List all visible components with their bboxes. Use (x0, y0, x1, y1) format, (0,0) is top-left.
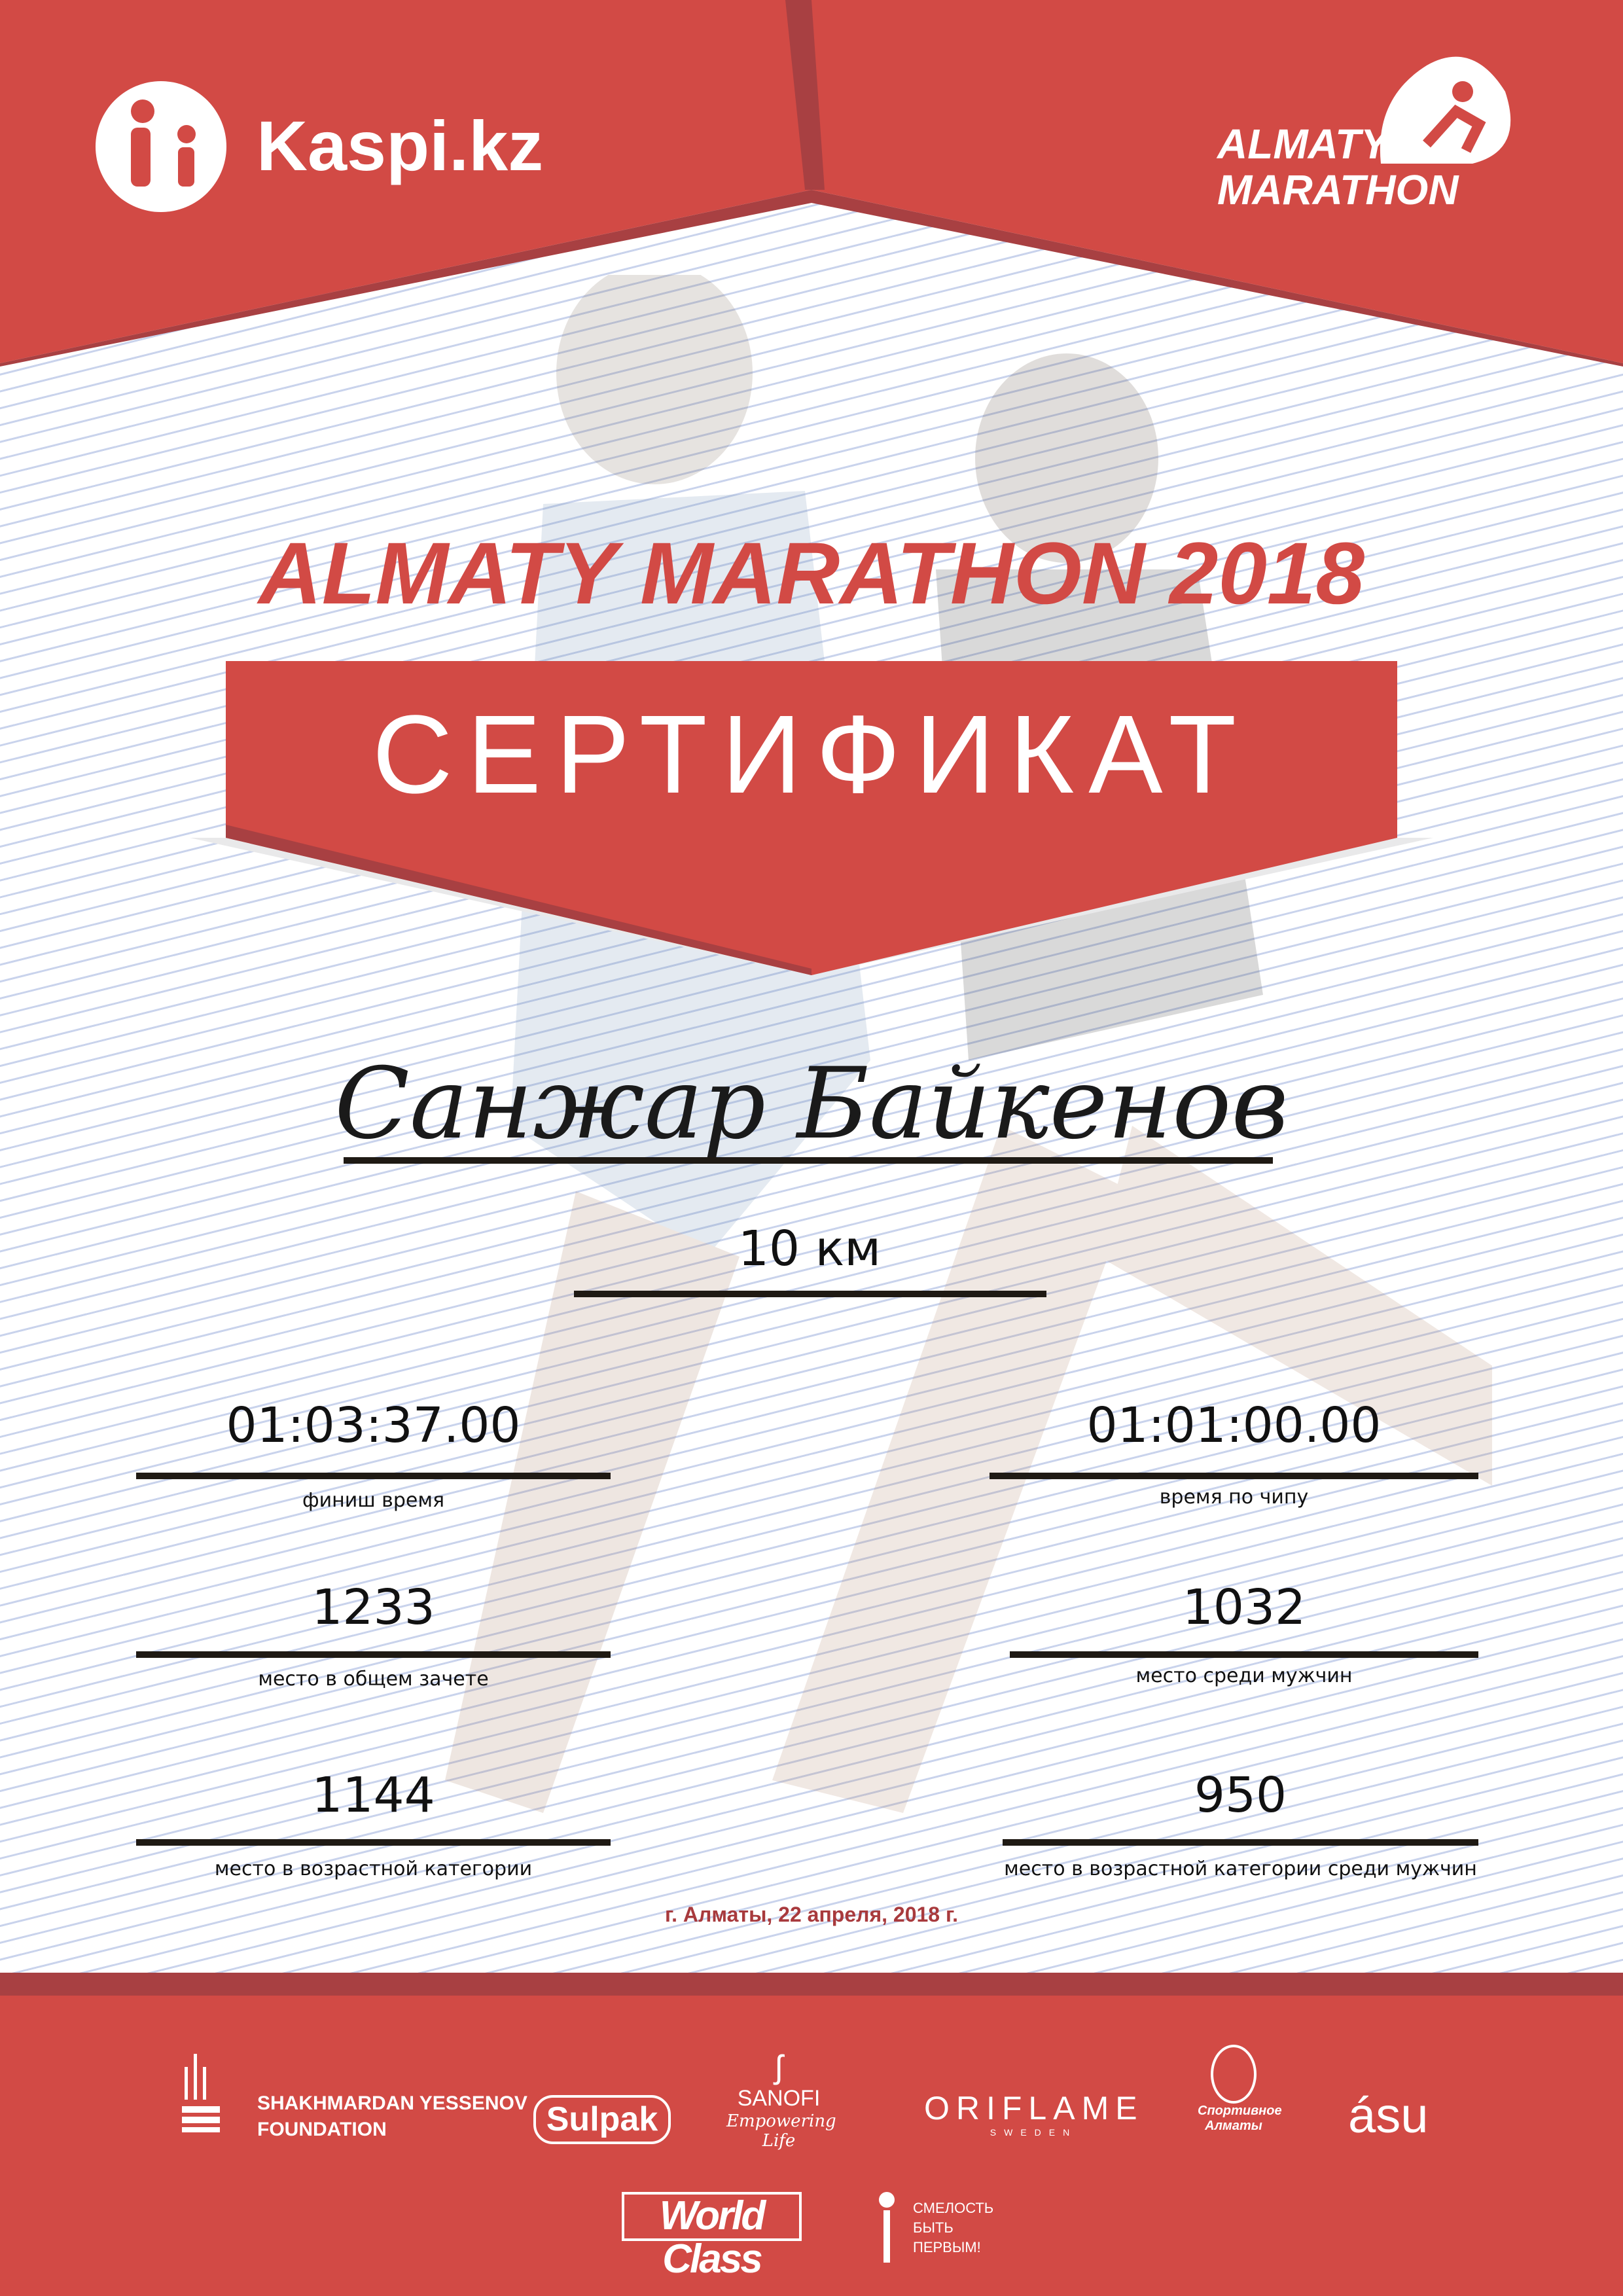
finish-time-label: финиш время (302, 1489, 445, 1512)
logo-line-1: ALMATY (1217, 120, 1389, 168)
almaty-marathon-logo: ALMATY MARATHON (1217, 121, 1459, 213)
header-banner (0, 0, 1623, 367)
age-gender-place-label: место в возрастной категории среди мужчи… (1004, 1857, 1477, 1880)
yessenov-line-1: SHAKHMARDAN YESSENOV (257, 2092, 527, 2114)
age-place-label: место в возрастной категории (214, 1857, 533, 1880)
sanofi-bird-icon: ʃ (775, 2049, 783, 2085)
age-gender-place-value: 950 (1194, 1767, 1287, 1823)
fund-logo-text: СМЕЛОСТЬ БЫТЬ ПЕРВЫМ! (913, 2198, 993, 2257)
divider (990, 1473, 1478, 1479)
yessenov-logo-icon (182, 2054, 221, 2132)
divider (136, 1651, 611, 1658)
gender-place-value: 1032 (1182, 1579, 1306, 1636)
place-and-date: г. Алматы, 22 апреля, 2018 г. (665, 1903, 958, 1926)
fund-line-3: ПЕРВЫМ! (913, 2239, 981, 2255)
finish-time-value: 01:03:37.00 (226, 1397, 521, 1454)
logo-line-2: MARATHON (1217, 166, 1459, 213)
oriflame-sub: SWEDEN (990, 2127, 1078, 2138)
event-title: ALMATY MARATHON 2018 (258, 525, 1365, 622)
sanofi-text: SANOFI (737, 2086, 821, 2111)
footer-band (0, 1973, 1623, 1996)
sanofi-logo: ʃ SANOFI Empowering Life (726, 2048, 836, 2151)
age-place-value: 1144 (312, 1767, 435, 1823)
divider (1003, 1839, 1478, 1846)
fund-line-2: БЫТЬ (913, 2219, 954, 2236)
sport-almaty-line-2: Алматы (1205, 2119, 1262, 2133)
certificate-ribbon (190, 661, 1433, 975)
gender-place-label: место среди мужчин (1135, 1664, 1353, 1687)
sport-almaty-line-1: Спортивное (1198, 2104, 1282, 2118)
distance: 10 км (738, 1221, 882, 1277)
fund-line-1: СМЕЛОСТЬ (913, 2200, 994, 2216)
sport-almaty-logo: Спортивное Алматы (1198, 2045, 1282, 2134)
sponsors-footer: SHAKHMARDAN YESSENOV FOUNDATION Sulpak ʃ… (0, 1973, 1623, 2296)
divider (136, 1473, 611, 1479)
divider (136, 1839, 611, 1846)
participant-name: Санжар Байкенов (334, 1047, 1289, 1161)
certificate-heading: СЕРТИФИКАТ (372, 692, 1251, 817)
chip-time-value: 01:01:00.00 (1086, 1397, 1382, 1454)
yessenov-line-2: FOUNDATION (257, 2119, 387, 2140)
overall-place-value: 1233 (312, 1579, 435, 1636)
divider (1010, 1651, 1478, 1658)
sanofi-tagline: Empowering Life (726, 2111, 836, 2151)
overall-place-label: место в общем зачете (258, 1668, 489, 1691)
yessenov-foundation-logo: SHAKHMARDAN YESSENOV FOUNDATION (257, 2090, 527, 2143)
sulpak-logo: Sulpak (533, 2095, 671, 2144)
oriflame-logo: ORIFLAME SWEDEN (924, 2089, 1143, 2138)
kaspi-logo-text: Kaspi.kz (257, 106, 544, 185)
distance-underline (574, 1291, 1046, 1297)
name-underline (344, 1157, 1273, 1164)
fund-runner-icon (870, 2179, 903, 2263)
sport-almaty-emblem-icon (1211, 2045, 1257, 2104)
world-class-logo: World Class (622, 2192, 802, 2281)
oriflame-text: ORIFLAME (924, 2090, 1144, 2126)
chip-time-label: время по чипу (1159, 1486, 1309, 1509)
asu-logo: ásu (1348, 2088, 1429, 2144)
kaspi-logo-icon (96, 81, 226, 212)
